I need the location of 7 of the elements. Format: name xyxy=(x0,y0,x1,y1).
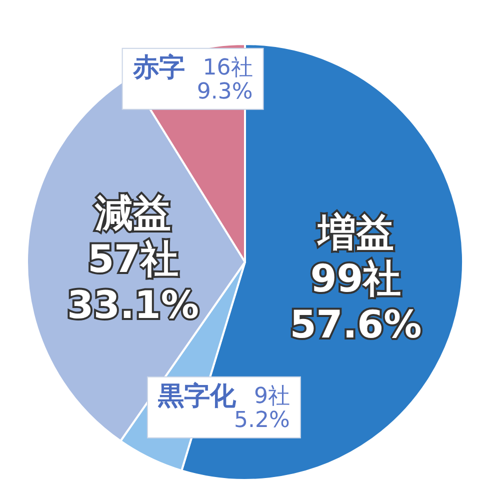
slice-label: 減益 xyxy=(94,191,172,236)
data-label: 99社 57.6% xyxy=(290,256,422,346)
slice-label: 増益 xyxy=(316,210,394,254)
slice-label: 黒字化 xyxy=(156,381,237,412)
slice-label: 赤字 xyxy=(132,52,185,83)
data-label: 57社 33.1% xyxy=(67,237,199,328)
text: 16社 9.3% xyxy=(196,55,253,104)
